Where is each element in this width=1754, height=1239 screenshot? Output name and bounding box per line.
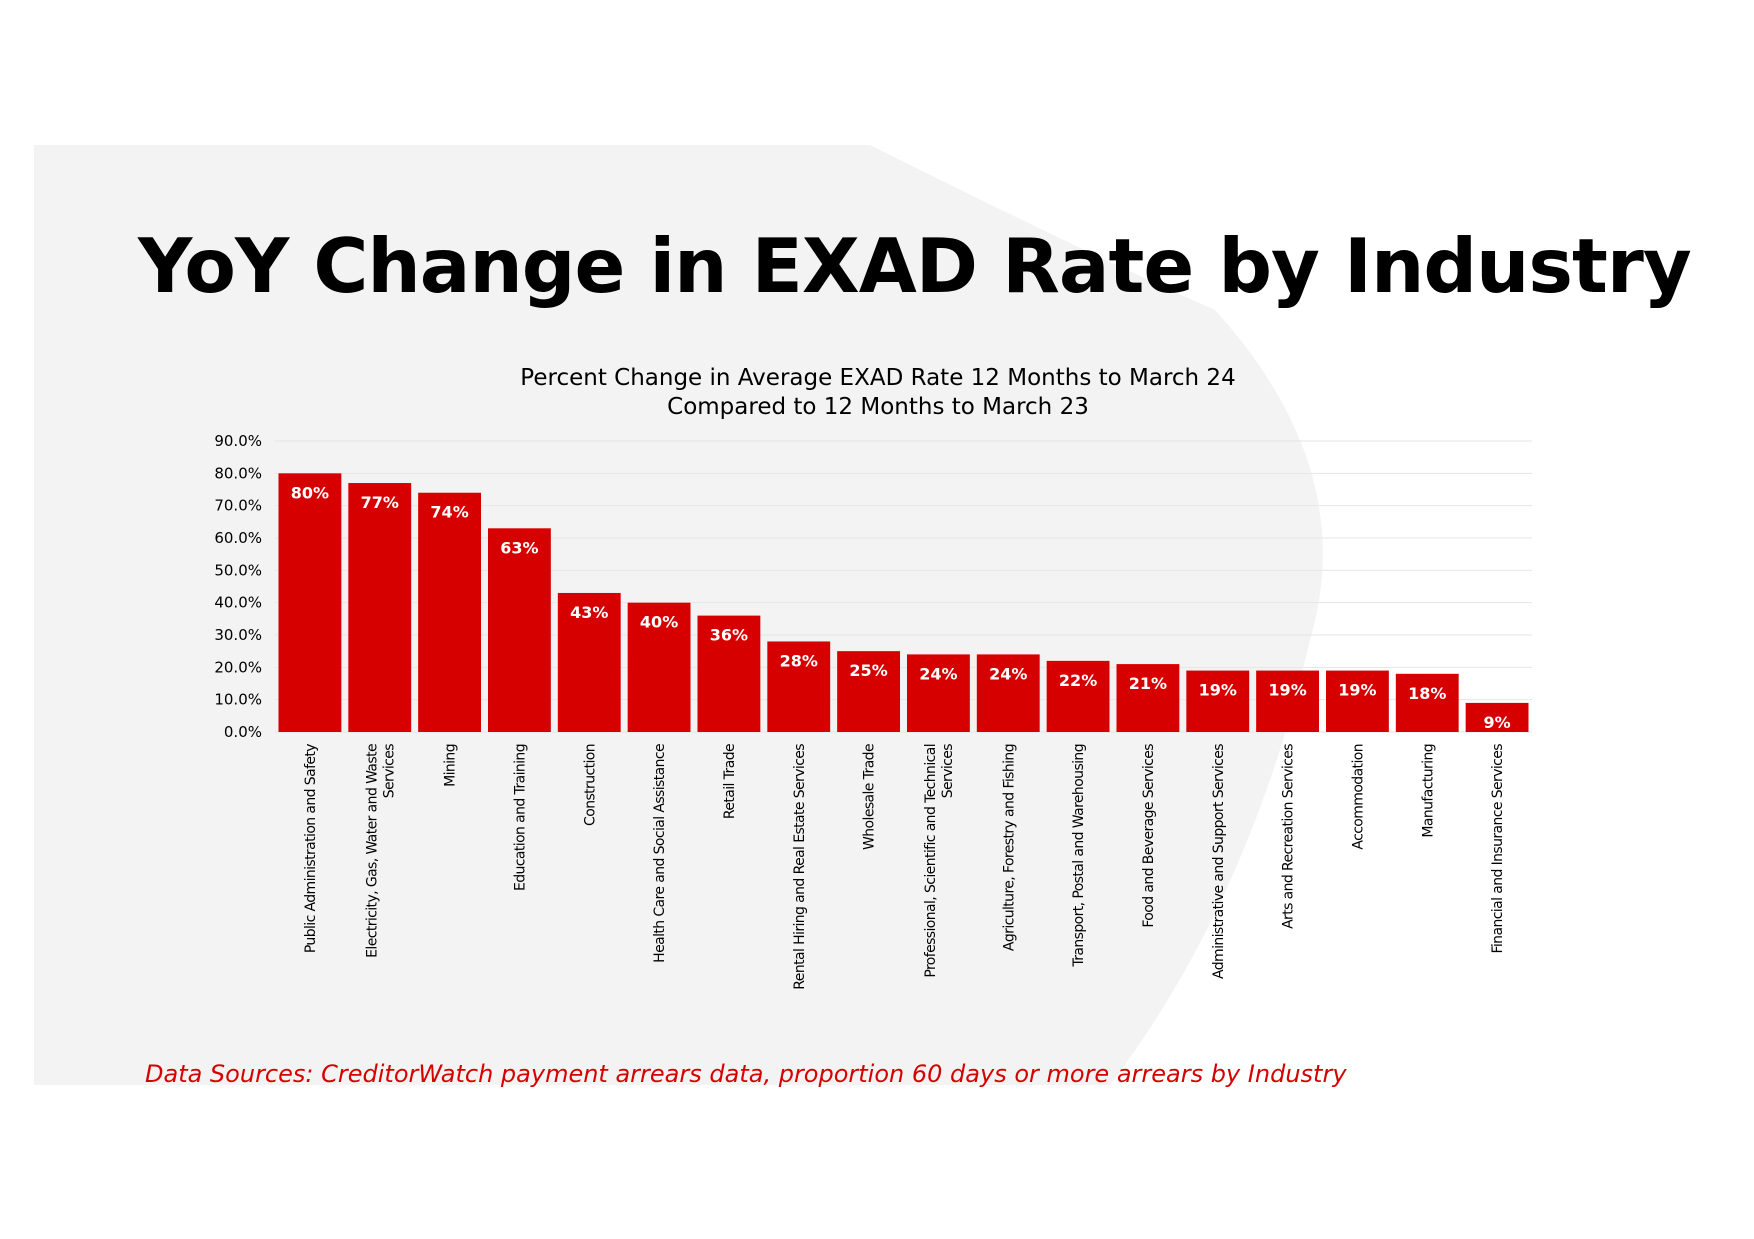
y-tick-label: 60.0% <box>214 529 262 547</box>
y-tick-label: 30.0% <box>214 626 262 644</box>
gridlines <box>275 440 1532 733</box>
data-label: 9% <box>1483 713 1510 732</box>
bar <box>1325 670 1389 732</box>
category-label: Administrative and Support Services <box>1211 744 1227 979</box>
category-label: Food and Beverage Services <box>1141 744 1157 928</box>
data-label: 21% <box>1129 674 1167 693</box>
category-label: Mining <box>443 744 459 787</box>
bar <box>348 483 412 732</box>
data-label: 74% <box>430 503 468 522</box>
bar <box>906 654 970 732</box>
data-label: 63% <box>500 538 538 557</box>
bars <box>278 473 1529 732</box>
data-label: 24% <box>989 664 1027 683</box>
data-label: 19% <box>1199 681 1237 700</box>
category-label: Services <box>940 744 956 799</box>
bar <box>278 473 342 732</box>
category-label: Transport, Postal and Warehousing <box>1071 744 1087 968</box>
category-label: Manufacturing <box>1420 744 1436 838</box>
category-label: Professional, Scientific and Technical <box>923 744 939 978</box>
category-label: Electricity, Gas, Water and Waste <box>364 744 380 958</box>
category-label: Accommodation <box>1350 744 1366 850</box>
category-label: Financial and Insurance Services <box>1490 744 1506 954</box>
bar <box>1116 664 1180 732</box>
category-label: Health Care and Social Assistance <box>652 744 668 963</box>
category-label: Construction <box>582 744 598 826</box>
category-label: Retail Trade <box>722 744 738 819</box>
bar <box>1186 670 1250 732</box>
data-label: 40% <box>640 613 678 632</box>
bar <box>837 651 901 732</box>
data-label: 25% <box>849 661 887 680</box>
bar <box>767 641 831 732</box>
y-tick-label: 70.0% <box>214 497 262 515</box>
bar <box>557 592 621 732</box>
data-label: 24% <box>919 664 957 683</box>
data-source-note: Data Sources: CreditorWatch payment arre… <box>145 1060 1347 1088</box>
category-label: Rental Hiring and Real Estate Services <box>792 744 808 990</box>
page-title: YoY Change in EXAD Rate by Industry <box>138 222 1692 310</box>
category-label: Agriculture, Forestry and Fishing <box>1001 744 1017 951</box>
y-tick-label: 50.0% <box>214 561 262 579</box>
y-tick-label: 80.0% <box>214 464 262 482</box>
chart-title-line: Percent Change in Average EXAD Rate 12 M… <box>520 365 1235 391</box>
data-label: 80% <box>291 483 329 502</box>
bar <box>976 654 1040 732</box>
y-tick-label: 0.0% <box>224 723 262 741</box>
data-label: 22% <box>1059 671 1097 690</box>
chart-title: Percent Change in Average EXAD Rate 12 M… <box>520 365 1235 420</box>
bar <box>1256 670 1320 732</box>
y-tick-label: 90.0% <box>214 432 262 450</box>
category-label: Education and Training <box>512 744 528 891</box>
data-label: 28% <box>780 651 818 670</box>
y-tick-label: 20.0% <box>214 658 262 676</box>
category-label: Services <box>381 744 397 799</box>
y-tick-label: 10.0% <box>214 691 262 709</box>
bar <box>1395 673 1459 732</box>
bar <box>487 528 551 732</box>
category-label: Arts and Recreation Services <box>1281 744 1297 929</box>
bar <box>697 615 761 732</box>
bar <box>418 492 482 732</box>
category-label: Public Administration and Safety <box>303 744 319 953</box>
data-labels: 80% 77% 74% 63% 43% 40% 36% 28% 25% 24% 24% 22% 21% 1… <box>291 483 1511 732</box>
data-label: 18% <box>1408 684 1446 703</box>
data-label: 19% <box>1268 681 1306 700</box>
bar <box>1465 702 1529 732</box>
data-label: 77% <box>361 493 399 512</box>
category-label: Wholesale Trade <box>862 744 878 850</box>
bar <box>1046 660 1110 732</box>
y-axis-tick-labels: 0.0% 10.0% 20.0% 30.0% 40.0% 50.0% 60.0% 70.0% 8… <box>214 432 262 741</box>
chart-title-line: Compared to 12 Months to March 23 <box>667 394 1089 420</box>
x-axis-category-labels: Public Administration and Safety Electric… <box>303 744 1506 990</box>
data-label: 36% <box>710 626 748 645</box>
bar <box>627 602 691 732</box>
data-label: 43% <box>570 603 608 622</box>
data-label: 19% <box>1338 681 1376 700</box>
y-tick-label: 40.0% <box>214 594 262 612</box>
